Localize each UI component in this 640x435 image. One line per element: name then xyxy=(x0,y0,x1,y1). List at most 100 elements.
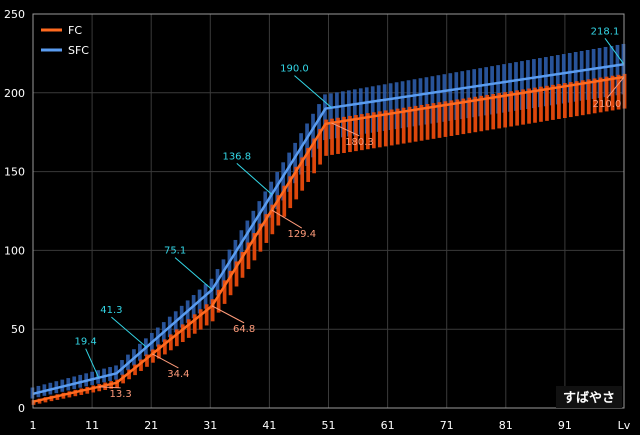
fc-range-bar xyxy=(234,261,239,287)
fc-range-bar xyxy=(533,87,537,123)
fc-range-bar xyxy=(425,104,430,140)
x-tick-label: 81 xyxy=(499,419,513,432)
sfc-range-bar xyxy=(257,201,262,235)
sfc-range-bar xyxy=(346,90,351,137)
fc-range-bar xyxy=(449,100,454,136)
fc-range-bar xyxy=(216,289,221,313)
y-tick-label: 0 xyxy=(18,402,25,415)
sfc-range-bar xyxy=(615,44,620,96)
sfc-range-bar xyxy=(597,47,602,99)
sfc-leader-line xyxy=(85,348,100,378)
fc-leader-line xyxy=(98,386,121,389)
sfc-range-bar xyxy=(406,80,411,128)
sfc-range-bar xyxy=(466,70,471,119)
sfc-range-bar xyxy=(603,46,608,98)
sfc-range-bar xyxy=(358,88,363,135)
fc-range-bar xyxy=(371,112,376,149)
fc-range-bar xyxy=(318,129,322,165)
sfc-range-bar xyxy=(448,73,453,121)
sfc-range-bar xyxy=(555,55,560,105)
fc-range-bar xyxy=(169,334,173,351)
x-tick-label: 71 xyxy=(440,419,454,432)
fc-range-bar xyxy=(133,364,137,376)
fc-value-label: 210.0 xyxy=(593,99,622,110)
fc-range-bar xyxy=(551,84,555,120)
sfc-range-bar xyxy=(269,181,274,218)
fc-range-bar xyxy=(389,109,394,146)
fc-range-bar xyxy=(401,107,406,144)
sfc-range-bar xyxy=(388,83,393,131)
y-tick-label: 150 xyxy=(4,166,25,179)
fc-range-bar xyxy=(294,166,299,200)
sfc-value-label: 218.1 xyxy=(591,26,620,37)
sfc-range-bar xyxy=(520,61,524,110)
sfc-range-bar xyxy=(376,85,381,132)
fc-range-bar xyxy=(246,242,251,270)
fc-range-bar xyxy=(473,96,478,133)
fc-range-bar xyxy=(282,185,287,217)
fc-range-bar xyxy=(515,90,519,126)
sfc-range-bar xyxy=(251,210,256,244)
sfc-range-bar xyxy=(341,91,345,138)
x-tick-label: 21 xyxy=(144,419,158,432)
sfc-range-bar xyxy=(287,152,291,192)
fc-range-bar xyxy=(485,94,490,131)
x-tick-label: 51 xyxy=(322,419,336,432)
sfc-value-label: 41.3 xyxy=(100,305,122,316)
fc-range-bar xyxy=(240,251,245,278)
fc-range-bar xyxy=(198,309,203,330)
sfc-range-bar xyxy=(621,43,626,95)
fc-range-bar xyxy=(258,223,263,252)
fc-range-bar xyxy=(610,75,615,111)
fc-range-bar xyxy=(383,110,388,147)
sfc-range-bar xyxy=(508,63,512,112)
y-tick-label: 50 xyxy=(11,323,25,336)
fc-range-bar xyxy=(616,74,621,110)
fc-value-label: 64.8 xyxy=(233,324,255,335)
sfc-range-bar xyxy=(352,89,357,136)
sfc-range-bar xyxy=(502,64,506,113)
fc-range-bar xyxy=(186,319,191,338)
sfc-range-bar xyxy=(299,133,303,175)
x-tick-label: 91 xyxy=(558,419,572,432)
fc-range-bar xyxy=(360,114,364,151)
sfc-range-bar xyxy=(418,78,423,126)
fc-range-bar xyxy=(395,108,400,145)
watermark-label: すばやさ xyxy=(563,391,615,406)
sfc-range-bar xyxy=(543,57,548,107)
sfc-range-bar xyxy=(400,81,405,129)
fc-range-bar xyxy=(228,270,233,296)
sfc-range-bar xyxy=(323,94,327,141)
fc-leader-line xyxy=(271,209,303,229)
sfc-range-bar xyxy=(484,67,488,116)
fc-range-bar xyxy=(563,83,567,119)
sfc-range-bar xyxy=(317,104,321,149)
fc-range-bar xyxy=(568,82,573,118)
sfc-leader-line xyxy=(111,316,147,348)
fc-range-bar xyxy=(145,354,149,367)
fc-range-bar xyxy=(204,304,209,326)
y-tick-label: 200 xyxy=(4,87,25,100)
fc-range-bar xyxy=(443,101,448,137)
fc-range-bar xyxy=(324,119,328,156)
sfc-legend-label: SFC xyxy=(68,44,89,57)
fc-range-bar xyxy=(592,78,597,114)
sfc-range-bar xyxy=(472,69,477,118)
fc-range-bar xyxy=(354,115,358,152)
fc-range-bar xyxy=(210,299,215,322)
x-tick-label: 31 xyxy=(203,419,217,432)
fc-range-bar xyxy=(461,98,466,135)
sfc-value-label: 136.8 xyxy=(222,151,251,162)
y-tick-label: 100 xyxy=(4,244,25,257)
fc-leader-line xyxy=(211,305,245,324)
fc-range-bar xyxy=(139,359,143,371)
sfc-range-bar xyxy=(305,123,309,166)
fc-range-bar xyxy=(455,99,460,136)
sfc-range-bar xyxy=(496,65,500,114)
sfc-range-bar xyxy=(293,142,297,184)
sfc-range-bar xyxy=(335,92,339,139)
fc-value-label: 34.4 xyxy=(167,369,189,380)
sfc-range-bar xyxy=(538,58,542,108)
